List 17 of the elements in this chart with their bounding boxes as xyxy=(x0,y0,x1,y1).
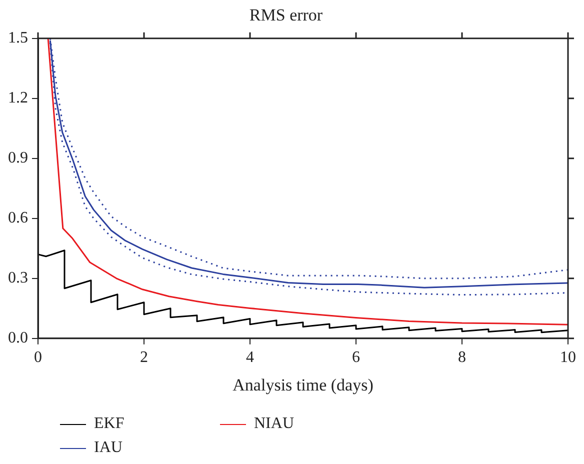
chart-title: RMS error xyxy=(249,6,323,25)
y-tick-label: 1.2 xyxy=(8,90,28,107)
x-tick-label: 6 xyxy=(352,349,360,366)
legend-label: IAU xyxy=(94,439,122,457)
x-tick-label: 2 xyxy=(140,349,148,366)
legend-label: EKF xyxy=(94,415,124,433)
y-tick-label: 0.6 xyxy=(8,210,28,227)
x-axis-title: Analysis time (days) xyxy=(232,375,374,394)
x-tick-label: 8 xyxy=(458,349,466,366)
x-tick-label: 10 xyxy=(560,349,576,366)
legend-label: NIAU xyxy=(254,415,294,433)
y-tick-label: 1.5 xyxy=(8,30,28,47)
y-tick-label: 0.3 xyxy=(8,270,28,287)
x-tick-label: 4 xyxy=(246,349,254,366)
y-tick-label: 0.9 xyxy=(8,150,28,167)
y-tick-label: 0.0 xyxy=(8,330,28,347)
x-tick-label: 0 xyxy=(34,349,42,366)
